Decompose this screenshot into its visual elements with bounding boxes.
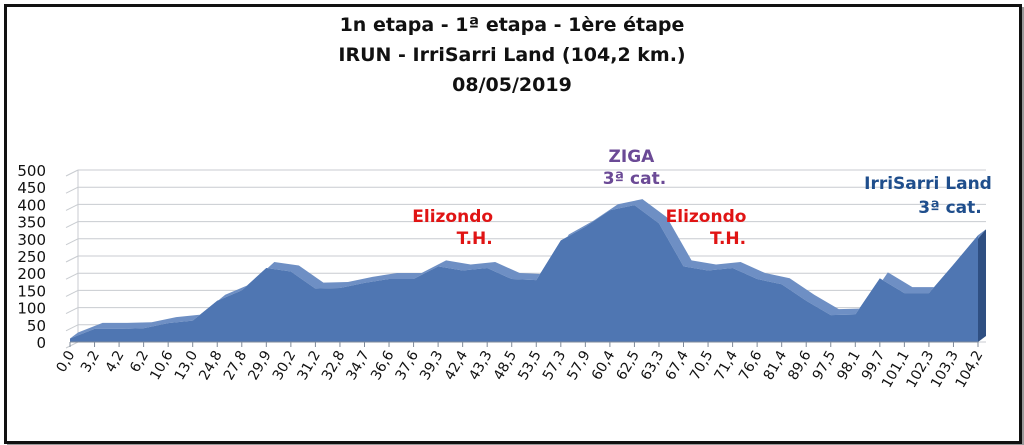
x-tick-label: 89,6 (785, 348, 814, 383)
annotation-line: Elizondo (412, 207, 493, 227)
x-tick-label: 29,9 (245, 348, 274, 383)
gridline-depth (65, 221, 79, 229)
x-tick-label: 24,8 (196, 348, 225, 383)
gridline-depth (65, 272, 79, 280)
y-tick-label: 400 (17, 196, 46, 214)
title-line-date: 08/05/2019 (452, 74, 572, 96)
x-tick-label: 37,6 (393, 348, 422, 383)
x-tick-label: 0,0 (53, 348, 78, 375)
gridline-depth (65, 324, 79, 332)
x-tick-label: 98,1 (834, 348, 863, 383)
chart-frame (4, 4, 1022, 444)
annotation-line: IrriSarri Land (864, 174, 992, 194)
gridline-depth (65, 238, 79, 246)
annotation-line: ZIGA (609, 147, 656, 167)
annotation-line: 3ª cat. (603, 169, 666, 189)
x-tick-label: 27,8 (221, 348, 250, 383)
x-tick-label: 13,0 (172, 348, 201, 383)
gridline-depth (65, 289, 79, 297)
y-tick-label: 150 (17, 282, 46, 300)
x-tick-label: 31,2 (294, 348, 323, 383)
x-tick-label: 4,2 (103, 348, 128, 375)
x-tick-label: 3,2 (78, 348, 103, 375)
x-tick-label: 39,3 (417, 348, 446, 383)
y-tick-label: 350 (17, 214, 46, 232)
x-tick-label: 34,7 (344, 348, 373, 383)
x-tick-label: 97,5 (810, 348, 839, 383)
area-right-face (978, 229, 986, 342)
y-tick-label: 200 (17, 265, 46, 283)
y-tick-label: 50 (27, 317, 46, 335)
gridline-depth (65, 255, 79, 263)
x-tick-label: 30,2 (270, 348, 299, 383)
x-tick-label: 70,5 (687, 348, 716, 383)
title-line-stage: 1n etapa - 1ª etapa - 1ère étape (339, 14, 685, 36)
x-tick-label: 32,8 (319, 348, 348, 383)
annotation-line: Elizondo (666, 207, 747, 227)
chart-area-series (69, 199, 986, 342)
y-tick-label: 450 (17, 179, 46, 197)
gridline-depth (65, 341, 79, 349)
chart-title: 1n etapa - 1ª etapa - 1ère étape IRUN - … (0, 10, 1024, 100)
y-tick-label: 250 (17, 248, 46, 266)
title-line-route: IRUN - IrriSarri Land (104,2 km.) (338, 44, 686, 66)
x-tick-label: 76,6 (736, 348, 765, 383)
x-tick-label: 62,5 (613, 348, 642, 383)
x-tick-label: 60,4 (589, 348, 618, 383)
x-tick-label: 43,3 (466, 348, 495, 383)
x-tick-label: 42,4 (442, 348, 471, 383)
x-tick-label: 71,4 (712, 348, 741, 383)
x-tick-label: 53,5 (515, 348, 544, 383)
x-tick-label: 57,9 (564, 348, 593, 383)
y-tick-label: 300 (17, 231, 46, 249)
gridline-depth (65, 307, 79, 315)
gridline-depth (65, 186, 79, 194)
x-tick-label: 48,5 (491, 348, 520, 383)
annotation-line: T.H. (710, 229, 746, 249)
gridline-depth (65, 203, 79, 211)
y-tick-label: 100 (17, 300, 46, 318)
area-series (70, 205, 978, 342)
x-tick-label: 63,3 (638, 348, 667, 383)
x-tick-label: 57,3 (540, 348, 569, 383)
x-tick-label: 81,4 (761, 348, 790, 383)
x-tick-label: 36,6 (368, 348, 397, 383)
annotation-line: T.H. (457, 229, 493, 249)
annotation-label: IrriSarri Land 3ª cat. (864, 174, 992, 218)
gridline-depth (65, 169, 79, 177)
x-tick-label: 10,6 (147, 348, 176, 383)
x-tick-label: 67,4 (663, 348, 692, 383)
annotation-line: 3ª cat. (918, 198, 981, 218)
y-tick-label: 500 (17, 162, 46, 180)
y-tick-label: 0 (36, 334, 46, 352)
